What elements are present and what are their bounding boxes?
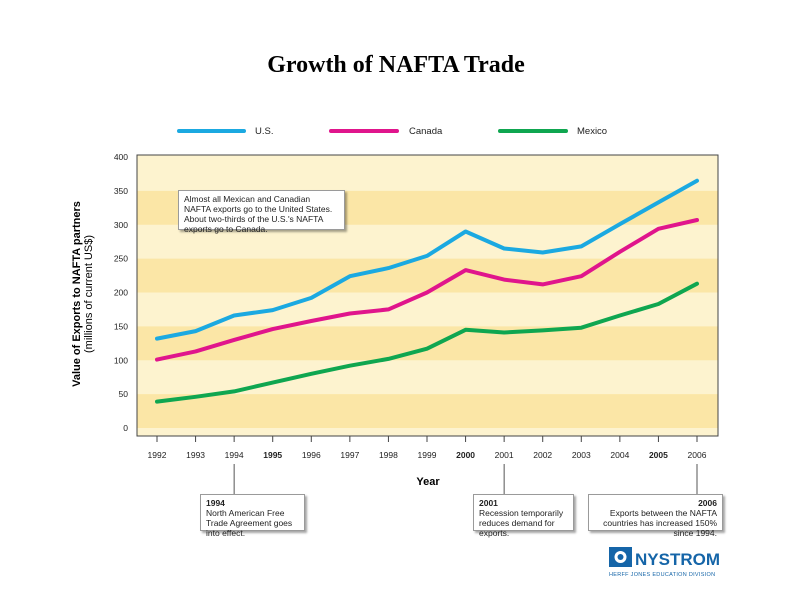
publisher-division: HERFF JONES EDUCATION DIVISION <box>609 572 715 578</box>
x-tick-label: 1994 <box>225 450 244 460</box>
chart-annotation: Almost all Mexican and Canadian NAFTA ex… <box>178 190 345 234</box>
legend-label-us: U.S. <box>255 126 273 137</box>
callout-text: Recession temporarily reduces demand for… <box>479 508 564 538</box>
legend-label-canada: Canada <box>409 126 443 137</box>
series-line-us <box>155 178 699 341</box>
callout-year: 2006 <box>698 498 717 508</box>
callout-2006: 2006 Exports between the NAFTA countries… <box>588 494 723 538</box>
x-tick-label: 2006 <box>688 450 707 460</box>
plot-band <box>137 394 718 428</box>
x-tick-label: 1997 <box>340 450 359 460</box>
x-tick-label: 1992 <box>148 450 167 460</box>
x-tick-label: 2000 <box>456 450 475 460</box>
plot-band <box>137 326 718 361</box>
x-tick-label: 1996 <box>302 450 321 460</box>
y-tick-label: 300 <box>114 220 128 230</box>
x-tick-label: 2005 <box>649 450 668 460</box>
x-tick-label: 2003 <box>572 450 591 460</box>
y-tick-label: 350 <box>114 186 128 196</box>
chart-title: Growth of NAFTA Trade <box>267 52 525 78</box>
callout-text: North American Free Trade Agreement goes… <box>206 508 293 538</box>
y-tick-label: 200 <box>114 288 128 298</box>
y-tick-label: 150 <box>114 321 128 331</box>
y-tick-label: 400 <box>114 152 128 162</box>
callout-year: 1994 <box>206 498 225 508</box>
y-tick-label: 100 <box>114 355 128 365</box>
x-tick-label: 2004 <box>610 450 629 460</box>
annotation-text: Almost all Mexican and Canadian NAFTA ex… <box>184 194 333 234</box>
y-axis-sublabel: (millions of current US$) <box>83 235 95 353</box>
x-axis: 1992 1993 1994 1995 1996 1997 1998 1999 2000 2001… <box>148 436 707 460</box>
publisher-name: NYSTROM <box>635 550 720 569</box>
y-axis-label: Value of Exports to NAFTA partners <box>71 201 83 387</box>
y-tick-label: 0 <box>123 423 128 433</box>
plot-band <box>137 258 718 293</box>
callout-1994: 1994 North American Free Trade Agreement… <box>200 494 305 538</box>
callout-2001: 2001 Recession temporarily reduces deman… <box>473 494 574 538</box>
y-tick-label: 250 <box>114 254 128 264</box>
legend-label-mexico: Mexico <box>577 126 607 137</box>
x-axis-label: Year <box>416 476 440 488</box>
x-tick-label: 2001 <box>495 450 514 460</box>
y-axis: 0 50 100 150 200 250 300 350 400 <box>114 152 128 433</box>
x-tick-label: 1999 <box>418 450 437 460</box>
x-tick-label: 1993 <box>186 450 205 460</box>
series-lines <box>155 178 699 404</box>
legend: U.S. Canada Mexico <box>177 126 607 137</box>
x-tick-label: 2002 <box>533 450 552 460</box>
callout-year: 2001 <box>479 498 498 508</box>
callout-connectors <box>233 464 698 494</box>
logo-dot <box>617 554 624 560</box>
plot-area <box>136 154 719 437</box>
x-tick-label: 1995 <box>263 450 282 460</box>
callout-text: Exports between the NAFTA countries has … <box>603 508 717 538</box>
y-tick-label: 50 <box>119 389 129 399</box>
publisher-logo: NYSTROM HERFF JONES EDUCATION DIVISION <box>609 547 720 578</box>
x-tick-label: 1998 <box>379 450 398 460</box>
series-line-mexico <box>155 281 699 404</box>
